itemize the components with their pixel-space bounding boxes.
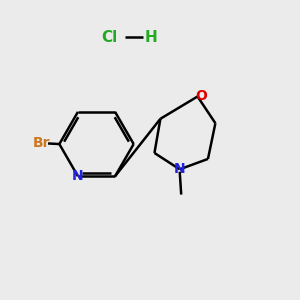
Text: O: O <box>195 88 207 103</box>
Text: H: H <box>145 30 158 45</box>
Text: N: N <box>72 169 84 183</box>
Text: N: N <box>174 162 185 176</box>
Text: Br: Br <box>33 136 50 150</box>
Text: Cl: Cl <box>102 30 118 45</box>
